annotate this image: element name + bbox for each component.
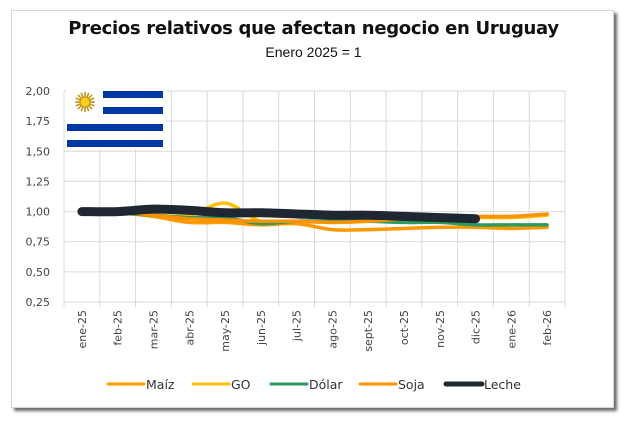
y-tick-label: 1,75 [26,115,51,128]
x-tick-label: ene-25 [76,310,89,348]
y-tick-label: 1,00 [26,206,51,219]
series-line-leche [77,204,481,224]
x-tick-label: jul-25 [291,310,304,342]
uruguay-flag-image [66,89,166,149]
flag-stripe [67,140,163,147]
x-tick-label: ene-26 [505,310,518,348]
x-tick-label: feb-26 [541,310,554,346]
flag-stripe [103,107,163,114]
sun-of-may-icon [75,92,95,112]
y-tick-label: 2,00 [26,85,51,98]
x-tick-label: nov-25 [434,310,447,348]
x-tick-label: ago-25 [326,310,339,349]
chart-title: Precios relativos que afectan negocio en… [68,18,559,39]
legend-label: Leche [484,377,521,392]
x-tick-label: jun-25 [255,310,268,346]
y-tick-label: 0,50 [26,266,51,279]
x-tick-label: abr-25 [183,310,196,346]
y-tick-label: 0,25 [26,296,51,309]
sun-face [79,96,91,108]
x-tick-label: mar-25 [147,310,160,349]
flag-stripe [67,124,163,131]
chart-subtitle: Enero 2025 = 1 [265,44,362,60]
series-lines [77,201,549,232]
x-tick-label: sept-25 [362,310,375,352]
y-tick-label: 0,75 [26,236,51,249]
flag-stripe [103,91,163,98]
x-tick-label: dic-25 [470,310,483,344]
y-tick-label: 1,50 [26,145,51,158]
x-axis: ene-25 feb-25 mar-25 abr-25 may-25 jun-25 jul-… [76,310,554,352]
legend-label: GO [231,377,251,392]
y-axis: 0,25 0,50 0,75 1,00 1,25 1,50 1,75 2,00 [26,85,51,309]
x-tick-label: feb-25 [112,310,125,346]
y-tick-label: 1,25 [26,175,51,188]
legend: Maíz GO Dólar Soja Leche [106,377,521,392]
legend-label: Maíz [146,377,175,392]
legend-label: Soja [398,377,425,392]
x-tick-label: oct-25 [398,310,411,345]
x-tick-label: may-25 [219,310,232,352]
legend-label: Dólar [309,377,343,392]
